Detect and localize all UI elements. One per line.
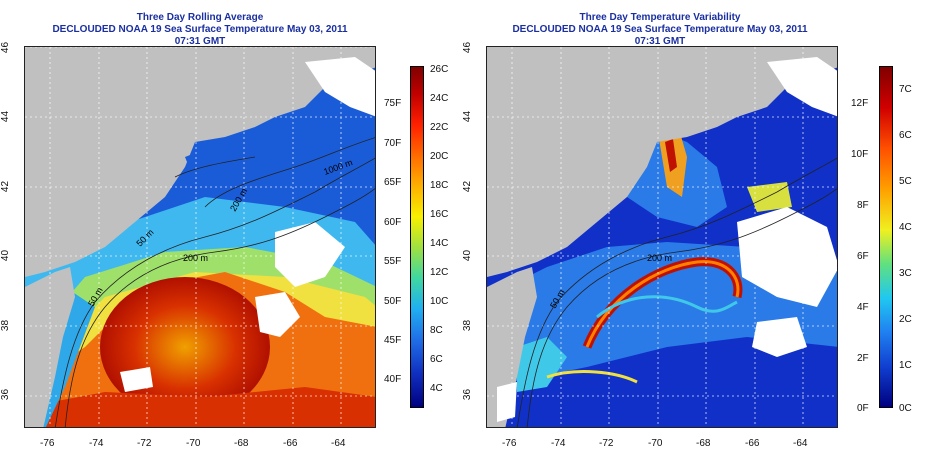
- peak-var-strip: [665, 139, 677, 172]
- right-lat-40: 40: [462, 249, 474, 262]
- right-lon-72: -72: [599, 438, 614, 449]
- bathymetry-contours: [54, 137, 375, 427]
- cloud-patch-4: [120, 367, 153, 392]
- left-cb-c-6: 6C: [430, 354, 443, 365]
- left-cb-f-55: 55F: [384, 256, 402, 267]
- left-lat-42: 42: [0, 180, 12, 193]
- left-cb-c-26: 26C: [430, 64, 449, 75]
- right-lat-44: 44: [462, 110, 474, 123]
- right-cb-c-5: 5C: [899, 176, 912, 187]
- left-cb-c-8: 8C: [430, 325, 443, 336]
- right-lon-66: -66: [745, 438, 760, 449]
- left-cb-f-65: 65F: [384, 177, 402, 188]
- right-cb-f-6: 6F: [857, 251, 869, 262]
- left-cb-c-18: 18C: [430, 180, 449, 191]
- front-arc-inner: [596, 295, 738, 319]
- left-lat-40: 40: [0, 249, 12, 262]
- right-cb-f-4: 4F: [857, 302, 869, 313]
- cloud-patch-1: [305, 57, 375, 117]
- right-title: Three Day Temperature Variability DECLOU…: [500, 12, 820, 48]
- left-lon-64: -64: [331, 438, 346, 449]
- left-lat-38: 38: [0, 319, 12, 332]
- right-lat-36: 36: [462, 388, 474, 401]
- left-title: Three Day Rolling Average DECLOUDED NOAA…: [40, 12, 360, 48]
- left-lon-74: -74: [89, 438, 104, 449]
- right-colorbar: [879, 66, 893, 408]
- left-cb-c-12: 12C: [430, 267, 449, 278]
- land-mass: [25, 47, 375, 277]
- left-cb-f-70: 70F: [384, 138, 402, 149]
- right-cb-c-0: 0C: [899, 403, 912, 414]
- land-mass-right: [487, 47, 837, 277]
- left-map-svg: 200 m 50 m 50 m 200 m 1000 m: [25, 47, 375, 427]
- grid-lines-right: [487, 47, 837, 427]
- right-lon-68: -68: [696, 438, 711, 449]
- right-variability-map: 200 m 50 m: [486, 46, 838, 428]
- gulf-of-maine-inlet: [185, 147, 225, 182]
- right-cb-c-3: 3C: [899, 268, 912, 279]
- left-cb-c-16: 16C: [430, 209, 449, 220]
- right-cb-c-1: 1C: [899, 360, 912, 371]
- left-lat-36: 36: [0, 388, 12, 401]
- right-lat-42: 42: [462, 180, 474, 193]
- left-sst-map: 200 m 50 m 50 m 200 m 1000 m: [24, 46, 376, 428]
- right-cb-f-10: 10F: [851, 149, 869, 160]
- left-cb-c-20: 20C: [430, 151, 449, 162]
- front-south: [546, 370, 638, 384]
- cloud-patch-r2: [737, 207, 837, 307]
- right-lon-76: -76: [502, 438, 517, 449]
- left-cb-f-75: 75F: [384, 98, 402, 109]
- front-arc-edge: [585, 260, 740, 348]
- left-cb-f-40: 40F: [384, 374, 402, 385]
- right-cb-f-2: 2F: [857, 353, 869, 364]
- right-lat-46: 46: [462, 41, 474, 54]
- right-lon-74: -74: [551, 438, 566, 449]
- left-cb-c-4: 4C: [430, 383, 443, 394]
- left-cb-c-24: 24C: [430, 93, 449, 104]
- right-cb-c-2: 2C: [899, 314, 912, 325]
- contour-label-200m: 200 m: [183, 253, 208, 263]
- bathymetry-contours-right: [516, 157, 837, 427]
- left-lon-76: -76: [40, 438, 55, 449]
- right-lon-70: -70: [648, 438, 663, 449]
- left-cb-c-10: 10C: [430, 296, 449, 307]
- grid-lines: [25, 47, 375, 427]
- cloud-patch-r1: [767, 57, 837, 117]
- warm-south: [25, 387, 375, 427]
- right-title-line1: Three Day Temperature Variability: [579, 12, 741, 23]
- left-lon-66: -66: [283, 438, 298, 449]
- left-cb-c-14: 14C: [430, 238, 449, 249]
- left-lat-44: 44: [0, 110, 12, 123]
- right-cb-c-7: 7C: [899, 84, 912, 95]
- left-lon-68: -68: [234, 438, 249, 449]
- cyan-patch: [517, 337, 567, 392]
- left-cb-f-50: 50F: [384, 296, 402, 307]
- right-cb-f-12: 12F: [851, 98, 869, 109]
- right-cb-c-6: 6C: [899, 130, 912, 141]
- right-cb-f-8: 8F: [857, 200, 869, 211]
- right-lat-38: 38: [462, 319, 474, 332]
- left-title-line2: DECLOUDED NOAA 19 Sea Surface Temperatur…: [52, 24, 348, 47]
- left-lat-46: 46: [0, 41, 12, 54]
- left-lon-70: -70: [186, 438, 201, 449]
- right-lon-64: -64: [793, 438, 808, 449]
- right-title-line2: DECLOUDED NOAA 19 Sea Surface Temperatur…: [512, 24, 808, 47]
- left-lon-72: -72: [137, 438, 152, 449]
- right-map-svg: 200 m 50 m: [487, 47, 837, 427]
- cloud-patch-r4: [497, 382, 517, 422]
- right-cb-c-4: 4C: [899, 222, 912, 233]
- left-cb-f-45: 45F: [384, 335, 402, 346]
- cloud-patch-r3: [752, 317, 807, 357]
- right-cb-f-0: 0F: [857, 403, 869, 414]
- contour-label-200m-right: 200 m: [647, 253, 672, 263]
- left-cb-c-22: 22C: [430, 122, 449, 133]
- cloud-patch-2: [275, 222, 345, 287]
- left-title-line1: Three Day Rolling Average: [136, 12, 264, 23]
- left-cb-f-60: 60F: [384, 217, 402, 228]
- left-colorbar: [410, 66, 424, 408]
